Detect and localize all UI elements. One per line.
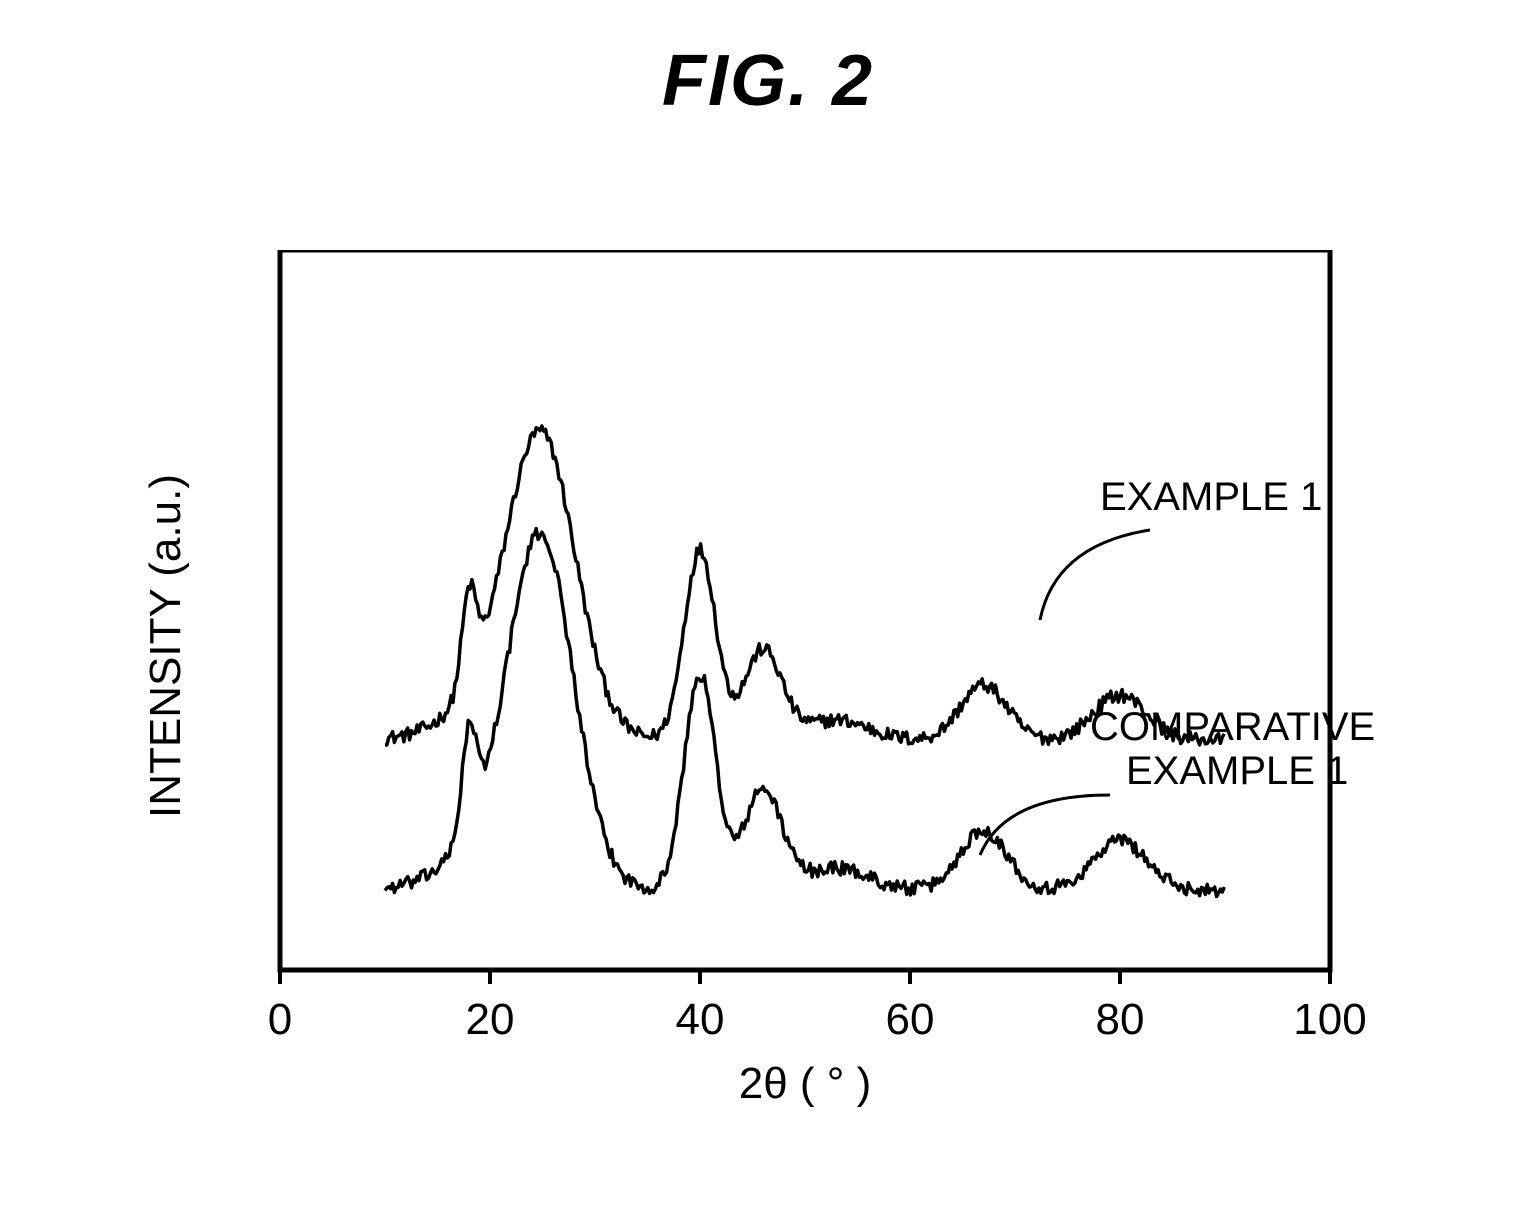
- xrd-chart: 0 20 40 60 80 100 2θ ( ° ) INTENSITY (a.u.) EXAM…: [100, 250, 1436, 1130]
- x-tick-label: 0: [268, 995, 292, 1044]
- series-label: EXAMPLE 1: [1100, 475, 1322, 519]
- chart-svg: 0 20 40 60 80 100 2θ ( ° ) INTENSITY (a.u.) EXAM…: [100, 250, 1436, 1130]
- y-axis-label: INTENSITY (a.u.): [141, 474, 190, 818]
- series-label: COMPARATIVE: [1090, 705, 1375, 749]
- x-axis-label: 2θ ( ° ): [739, 1059, 872, 1108]
- x-tick-label: 60: [886, 995, 935, 1044]
- x-tick-label: 40: [676, 995, 725, 1044]
- figure-title: FIG. 2: [0, 40, 1536, 122]
- plot-frame: [280, 250, 1330, 970]
- series-label: EXAMPLE 1: [1126, 749, 1348, 793]
- x-tick-label: 80: [1096, 995, 1145, 1044]
- x-tick-label: 20: [466, 995, 515, 1044]
- x-tick-label: 100: [1293, 995, 1366, 1044]
- page: FIG. 2 0 20 40 60 80 100 2θ ( ° ) INTENSITY (a.…: [0, 0, 1536, 1230]
